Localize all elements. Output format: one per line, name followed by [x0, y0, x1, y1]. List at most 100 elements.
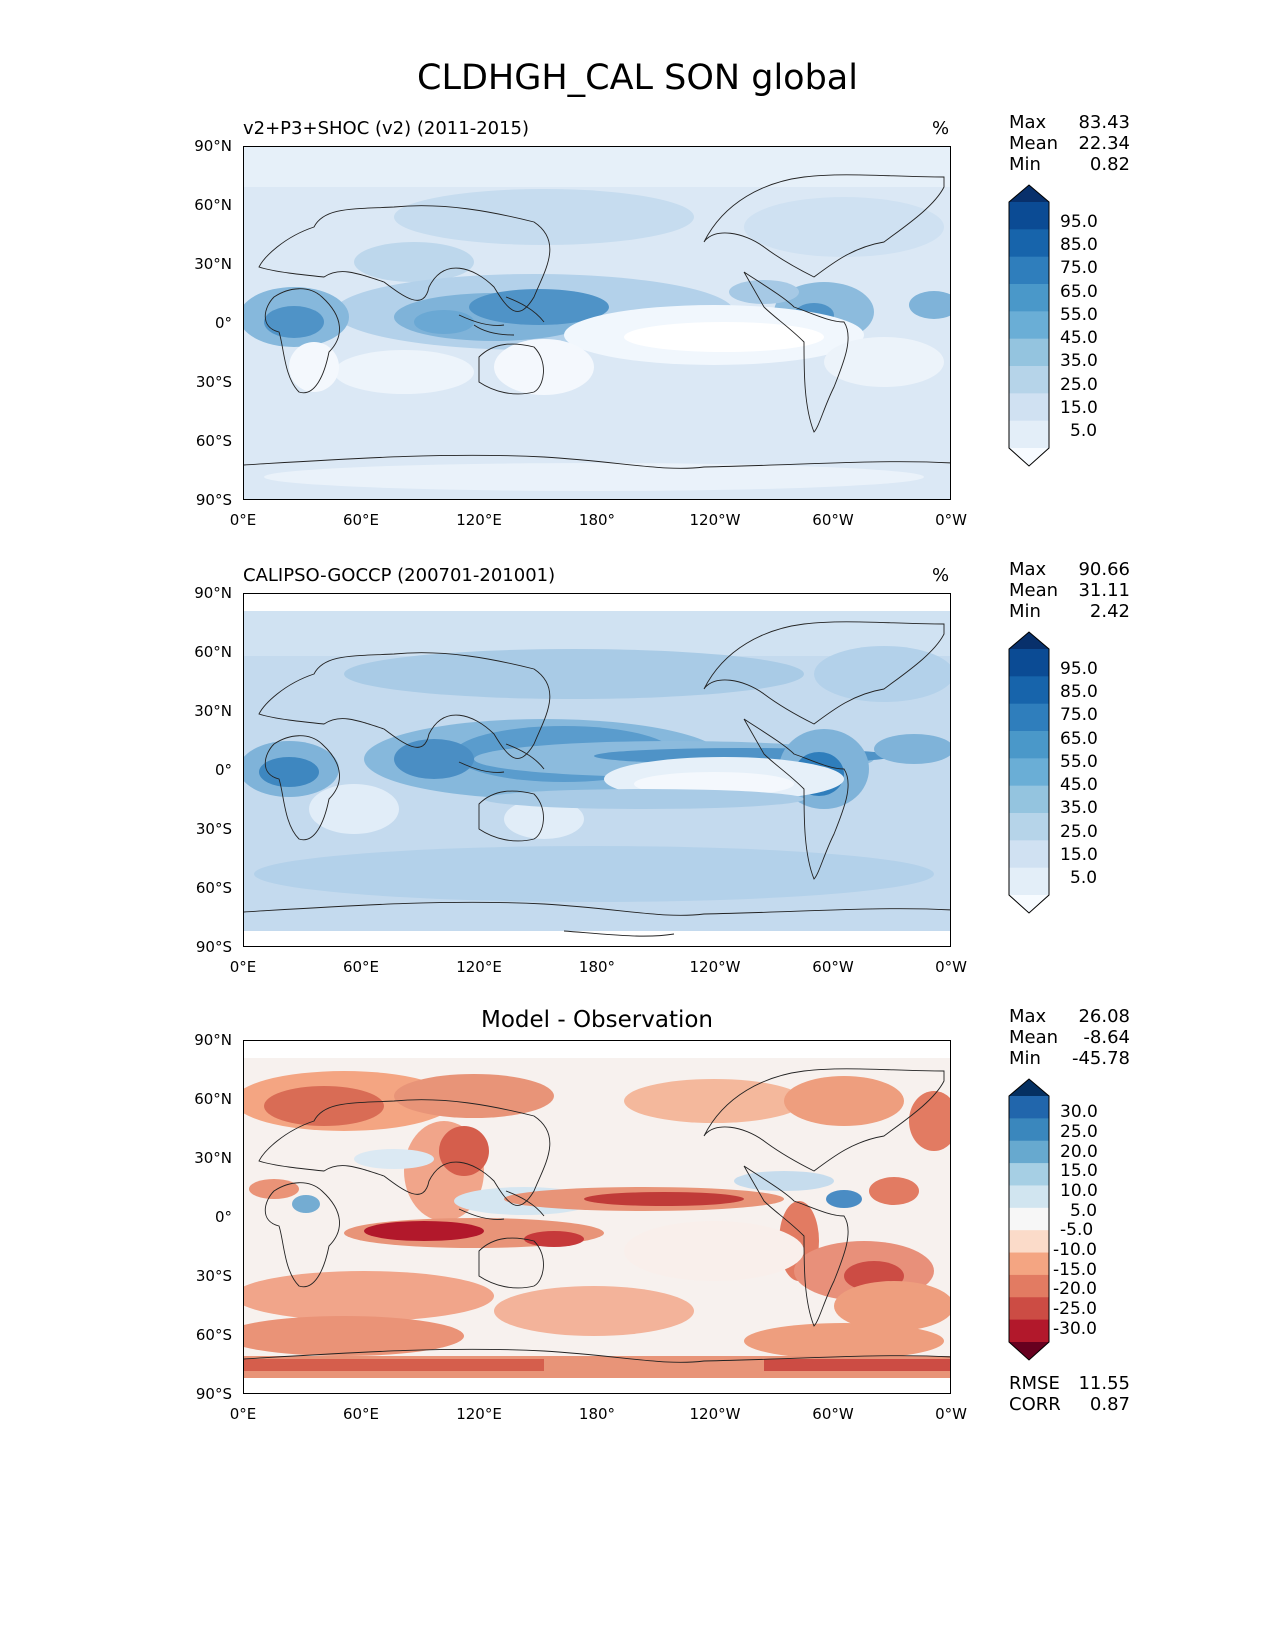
- panel-1-colorbar-label: 85.0: [1060, 235, 1098, 255]
- colorbar-extend-bottom: [1009, 448, 1049, 466]
- panel-1-lon-tick: 0°W: [935, 511, 967, 529]
- colorbar-segment: [1009, 1230, 1049, 1254]
- panel-2-colorbar-label: 35.0: [1060, 798, 1098, 818]
- panel-3-lat-tick: 90°S: [195, 1385, 232, 1403]
- panel-2-lon-tick: 60°W: [812, 958, 854, 976]
- panel-3-lon-tick: 60°E: [342, 1405, 380, 1423]
- panel-2-colorbar-label: 45.0: [1060, 775, 1098, 795]
- panel-2-colorbar-label: 55.0: [1060, 752, 1098, 772]
- panel-1-lon-tick: 60°E: [342, 511, 380, 529]
- panel-2-colorbar-label: 65.0: [1060, 729, 1098, 749]
- colorbar-segment: [1009, 202, 1049, 230]
- panel-1-mean-label: Mean: [1009, 133, 1059, 154]
- panel-2-mean-label: Mean: [1009, 580, 1059, 601]
- colorbar-segment: [1009, 393, 1049, 422]
- panel-2-lon-tick: 120°E: [456, 958, 502, 976]
- colorbar-segment: [1009, 366, 1049, 394]
- panel-3-map: [243, 1040, 951, 1394]
- corr-label: CORR: [1009, 1394, 1061, 1415]
- corr-value: 0.87: [1089, 1394, 1130, 1415]
- panel-3-colorbar-label: -20.0: [1053, 1279, 1097, 1299]
- colorbar-segment: [1009, 256, 1049, 285]
- panel-3-lat-tick: 30°N: [194, 1149, 232, 1167]
- rmse-label: RMSE: [1009, 1373, 1060, 1394]
- panel-2-lat-tick: 30°N: [194, 702, 232, 720]
- figure-title: CLDHGH_CAL SON global: [417, 58, 858, 98]
- panel-2-colorbar: [1008, 631, 1050, 914]
- panel-2-units: %: [932, 565, 950, 586]
- panel-1-colorbar-label: 15.0: [1060, 398, 1098, 418]
- panel-1-units: %: [932, 118, 950, 139]
- panel-2-colorbar-label: 75.0: [1060, 705, 1098, 725]
- panel-1-lat-tick: 60°S: [195, 432, 232, 450]
- panel-1-title: v2+P3+SHOC (v2) (2011-2015): [243, 118, 530, 139]
- panel-2-colorbar-label: 25.0: [1060, 822, 1098, 842]
- colorbar-outline: [1008, 184, 1050, 467]
- colorbar-segment: [1009, 1207, 1049, 1231]
- colorbar-segment: [1009, 676, 1049, 705]
- panel-2-lat-tick: 90°N: [194, 584, 232, 602]
- panel-3-lon-tick: 60°W: [812, 1405, 854, 1423]
- colorbar-extend-bottom: [1009, 1342, 1049, 1360]
- panel-2-lon-tick: 60°E: [342, 958, 380, 976]
- panel-1-lon-tick: 120°E: [456, 511, 502, 529]
- colorbar-segment: [1009, 649, 1049, 677]
- model-cloud-field: [244, 147, 950, 499]
- colorbar-segment: [1009, 785, 1049, 814]
- colorbar-segment: [1009, 840, 1049, 869]
- panel-1-map: [243, 146, 951, 500]
- colorbar-segment: [1009, 703, 1049, 732]
- panel-1-lon-tick: 0°E: [229, 511, 257, 529]
- panel-2-title: CALIPSO-GOCCP (200701-201001): [243, 565, 556, 586]
- panel-1-colorbar-label: 45.0: [1060, 328, 1098, 348]
- observed-cloud-field: [244, 594, 950, 946]
- panel-2-map: [243, 593, 951, 947]
- colorbar-extend-bottom: [1009, 895, 1049, 913]
- panel-1-colorbar-label: 75.0: [1060, 258, 1098, 278]
- difference-field: [244, 1041, 950, 1393]
- panel-3-colorbar-label: 20.0: [1060, 1142, 1098, 1162]
- panel-1-max-label: Max: [1009, 112, 1047, 133]
- panel-1-mean-value: 22.34: [1078, 133, 1130, 154]
- panel-2-lon-tick: 0°W: [935, 958, 967, 976]
- colorbar-segment: [1009, 1185, 1049, 1209]
- panel-1-lon-tick: 180°: [578, 511, 616, 529]
- colorbar-extend-top: [1009, 1079, 1049, 1096]
- panel-1-lon-tick: 120°W: [689, 511, 741, 529]
- panel-3-lon-tick: 120°W: [689, 1405, 741, 1423]
- panel-2-min-value: 2.42: [1089, 601, 1130, 622]
- rmse-value: 11.55: [1078, 1373, 1130, 1394]
- panel-3-colorbar-label: 25.0: [1060, 1122, 1098, 1142]
- panel-2-lon-tick: 180°: [578, 958, 616, 976]
- colorbar-segment: [1009, 229, 1049, 258]
- panel-3-colorbar: [1008, 1078, 1050, 1361]
- panel-3-colorbar-label: 30.0: [1060, 1102, 1098, 1122]
- panel-2-mean-value: 31.11: [1078, 580, 1130, 601]
- panel-3-colorbar-label: 15.0: [1060, 1161, 1098, 1181]
- panel-1-colorbar: [1008, 184, 1050, 467]
- panel-3-title: Model - Observation: [480, 1007, 714, 1033]
- panel-1-min-value: 0.82: [1089, 154, 1130, 175]
- panel-3-colorbar-label: 5.0: [1070, 1201, 1098, 1221]
- panel-3-colorbar-label: 10.0: [1060, 1181, 1098, 1201]
- panel-3-lon-tick: 0°E: [229, 1405, 257, 1423]
- panel-2-lat-tick: 60°N: [194, 643, 232, 661]
- panel-2-min-label: Min: [1009, 601, 1041, 622]
- panel-3-colorbar-label: -5.0: [1060, 1220, 1094, 1240]
- colorbar-segment: [1009, 1297, 1049, 1321]
- panel-1-lat-tick: 60°N: [194, 196, 232, 214]
- panel-1-colorbar-label: 65.0: [1060, 282, 1098, 302]
- panel-2-lat-tick: 60°S: [195, 879, 232, 897]
- panel-3-colorbar-label: -10.0: [1053, 1240, 1097, 1260]
- colorbar-segment: [1009, 1140, 1049, 1164]
- panel-1-lat-tick: 90°N: [194, 137, 232, 155]
- panel-2-colorbar-label: 85.0: [1060, 682, 1098, 702]
- colorbar-segment: [1009, 1252, 1049, 1276]
- colorbar-segment: [1009, 284, 1049, 312]
- panel-3-min-label: Min: [1009, 1048, 1041, 1069]
- panel-3-lat-tick: 90°N: [194, 1031, 232, 1049]
- panel-2-colorbar-label: 5.0: [1070, 868, 1098, 888]
- panel-1-colorbar-label: 55.0: [1060, 305, 1098, 325]
- panel-3-mean-value: -8.64: [1083, 1027, 1130, 1048]
- colorbar-segment: [1009, 1163, 1049, 1186]
